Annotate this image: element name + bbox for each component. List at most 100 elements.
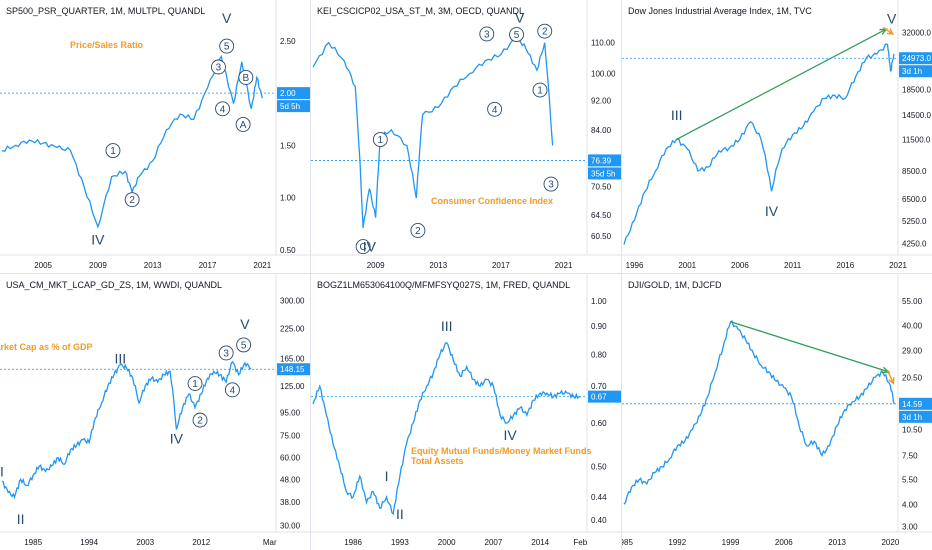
- x-tick-label: 2017: [492, 261, 510, 270]
- wave-label-circle: [238, 69, 254, 85]
- wave-label: V: [515, 9, 525, 25]
- wave-label: 2: [129, 195, 135, 206]
- last-value-label: 2.00: [280, 89, 296, 98]
- wave-label: 5: [241, 340, 247, 351]
- y-tick-label: 64.50: [591, 211, 612, 220]
- x-tick-label: Mar: [263, 538, 277, 547]
- y-tick-label: 225.00: [280, 324, 305, 333]
- y-tick-label: 125.00: [280, 382, 305, 391]
- wave-label-circle: [218, 345, 234, 361]
- wave-label-circle: [487, 101, 503, 117]
- y-tick-label: 100.00: [591, 69, 616, 78]
- wave-label-circle: [479, 26, 495, 42]
- trend-line: [730, 321, 890, 373]
- wave-label: I: [385, 468, 389, 484]
- series-line: [1, 55, 263, 229]
- chart-title: DJI/GOLD, 1M, DJCFD: [628, 280, 722, 290]
- correction-arrowhead: [888, 377, 895, 385]
- y-tick-label: 20.50: [902, 373, 923, 382]
- chart-panel-mutual-funds[interactable]: 1.00 0.90 0.80 0.70 0.60 0.50 0.44 0.40 1986 1993…: [311, 274, 621, 550]
- chart-svg: 1.00 0.90 0.80 0.70 0.60 0.50 0.44 0.40 1986 1993…: [311, 274, 621, 547]
- y-tick-label: 92.00: [591, 96, 612, 105]
- y-tick-label: 0.80: [591, 350, 607, 359]
- wave-label-circle: [236, 337, 252, 353]
- y-tick-label: 6500.0: [902, 195, 927, 204]
- chart-title: KEI_CSCICP02_USA_ST_M, 3M, OECD, QUANDL: [317, 6, 525, 16]
- wave-label-circle: [532, 82, 548, 98]
- chart-svg: 55.00 40.00 29.00 20.50 10.50 7.50 5.50 4.00 3.0…: [622, 274, 932, 547]
- y-tick-label: 0.90: [591, 322, 607, 331]
- last-value-box: [899, 397, 932, 410]
- x-tick-label: 2009: [367, 261, 385, 270]
- wave-label: B: [243, 73, 250, 84]
- y-tick-label: 0.60: [591, 419, 607, 428]
- x-tick-label: 2009: [89, 261, 107, 270]
- last-value-label: 76.39: [591, 156, 612, 165]
- wave-label: 3: [484, 29, 490, 40]
- wave-label-circle: [410, 223, 426, 238]
- wave-label-circle: [235, 116, 251, 132]
- x-tick-label: 1994: [80, 538, 98, 547]
- chart-title: Dow Jones Industrial Average Index, 1M, …: [628, 6, 812, 16]
- x-tick-label: 2005: [34, 261, 52, 270]
- chart-title: BOGZ1LM653064100Q/MFMFSYQ027S, 1M, FRED,…: [317, 280, 571, 290]
- y-tick-label: 60.00: [280, 454, 301, 463]
- x-tick-label: 2007: [485, 538, 503, 547]
- y-tick-label: 11500.0: [902, 135, 931, 144]
- trend-line: [676, 28, 887, 140]
- chart-panel-dow-jones[interactable]: 32000.0 18500.0 14500.0 11500.0 8500.0 6500.0…: [622, 0, 932, 273]
- y-tick-label: 48.00: [280, 475, 301, 484]
- panel-divider: [310, 0, 311, 550]
- correction-arrowhead: [886, 28, 895, 35]
- x-tick-label: 1993: [391, 538, 409, 547]
- y-tick-label: 110.00: [591, 39, 615, 48]
- last-value-label: 148.15: [280, 365, 305, 374]
- chart-annotation: Market Cap as % of GDP: [0, 342, 93, 352]
- correction-arrow: [882, 26, 894, 35]
- chart-svg: 110.00 100.00 92.00 84.00 70.50 64.50 60.50 200…: [311, 0, 621, 270]
- series-line: [312, 341, 581, 516]
- wave-label-circle: [224, 382, 240, 398]
- wave-label: 1: [378, 135, 384, 146]
- chart-panel-price-sales[interactable]: 2.50 1.50 1.00 0.50 2005 2009 2013 2017 2021 2.00…: [0, 0, 310, 273]
- wave-label: 4: [492, 105, 498, 116]
- x-tick-label: Feb: [573, 538, 587, 547]
- series-line: [1, 360, 252, 500]
- wave-label: 3: [548, 180, 554, 191]
- last-value-box: [899, 52, 932, 65]
- y-tick-label: 0.50: [280, 246, 296, 255]
- wave-label-circle: [372, 132, 388, 147]
- y-tick-label: 0.40: [591, 516, 607, 525]
- series-line: [312, 36, 554, 228]
- wave-label: IV: [363, 239, 377, 255]
- wave-label: III: [114, 351, 126, 367]
- y-tick-label: 95.00: [280, 409, 301, 418]
- x-tick-label: 2014: [531, 538, 549, 547]
- x-tick-label: 1999: [722, 538, 740, 547]
- y-tick-label: 70.50: [591, 182, 612, 191]
- wave-label-circle: [124, 192, 140, 208]
- x-tick-label: 1996: [626, 261, 644, 270]
- wave-label-circle: [187, 376, 203, 391]
- chart-panel-consumer-confidence[interactable]: 110.00 100.00 92.00 84.00 70.50 64.50 60.50 200…: [311, 0, 621, 273]
- countdown-box: [899, 410, 932, 423]
- x-tick-label: 2006: [775, 538, 793, 547]
- wave-label: 4: [220, 104, 226, 115]
- y-tick-label: 1.00: [280, 194, 296, 203]
- x-tick-label: 2021: [889, 261, 907, 270]
- wave-label: V: [240, 316, 250, 332]
- wave-label: A: [240, 120, 247, 131]
- x-tick-label: 2013: [144, 261, 162, 270]
- y-tick-label: 10.50: [902, 425, 923, 434]
- wave-label: III: [671, 107, 683, 123]
- chart-panel-dji-gold[interactable]: 55.00 40.00 29.00 20.50 10.50 7.50 5.50 4.00 3.0…: [622, 274, 932, 550]
- y-tick-label: 300.00: [280, 296, 305, 305]
- y-tick-label: 2.50: [280, 37, 296, 46]
- y-tick-label: 32000.0: [902, 28, 931, 37]
- chart-panel-market-cap-gdp[interactable]: 300.00 225.00 165.00 125.00 95.00 75.00 60.00 4…: [0, 274, 310, 550]
- x-tick-label: 2001: [678, 261, 696, 270]
- y-tick-label: 5.50: [902, 476, 918, 485]
- chart-annotation: Consumer Confidence Index: [431, 196, 554, 206]
- wave-label-circle: [543, 176, 559, 192]
- y-tick-label: 14500.0: [902, 111, 931, 120]
